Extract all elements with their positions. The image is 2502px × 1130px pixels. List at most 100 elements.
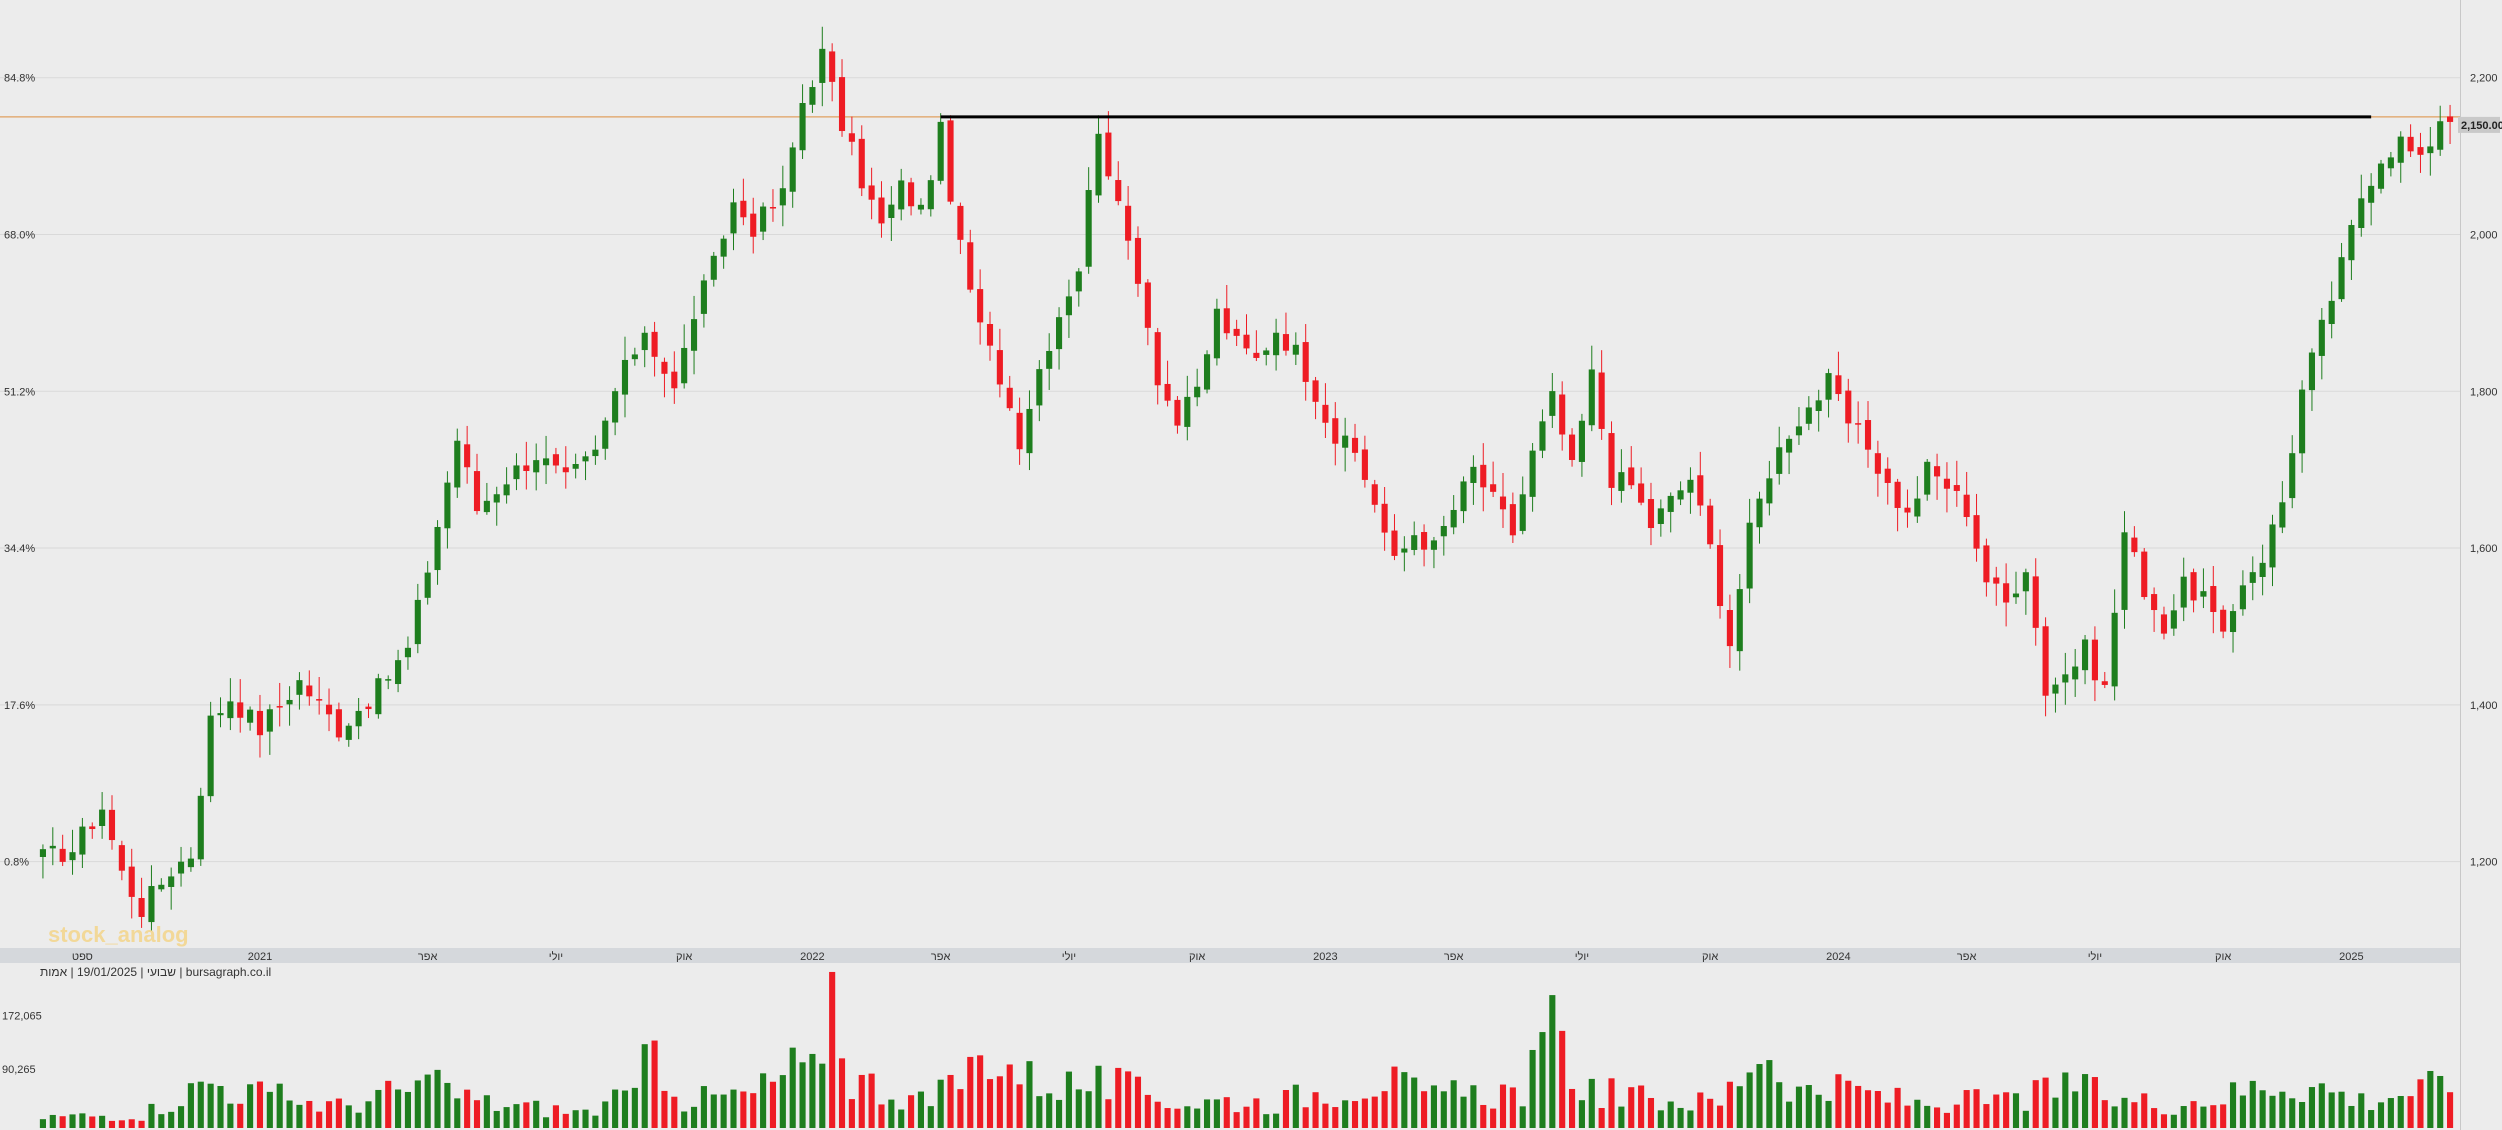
candle-body [1509, 504, 1516, 536]
candle-body [1065, 296, 1072, 316]
candle-body [1815, 400, 1822, 411]
candle-body [1016, 412, 1023, 450]
volume-bar [158, 1114, 165, 1128]
candle-body [1351, 437, 1359, 453]
volume-bar [2052, 1097, 2059, 1128]
volume-bar [1578, 1100, 1585, 1128]
candle-body [1263, 350, 1270, 355]
volume-bar [1618, 1106, 1625, 1128]
candle-body [582, 456, 589, 462]
volume-bar [2447, 1092, 2454, 1128]
right-axis-border [2460, 0, 2461, 1130]
percent-tick-label: 51.2% [4, 386, 35, 398]
volume-bar [1756, 1064, 1763, 1128]
volume-bar [2081, 1074, 2089, 1128]
candle-body [2072, 666, 2079, 680]
volume-bar [2200, 1106, 2207, 1128]
volume-bar [1963, 1090, 1970, 1128]
volume-bar [1243, 1106, 1250, 1128]
candle-body [276, 706, 283, 708]
percent-tick-label: 84.8% [4, 73, 35, 85]
volume-bar [2377, 1102, 2385, 1128]
volume-bar [1125, 1071, 1132, 1128]
candle-body [1006, 387, 1013, 409]
volume-bar [779, 1075, 786, 1128]
price-grid [0, 77, 2460, 863]
candle-body [986, 324, 994, 346]
volume-bar [197, 1081, 204, 1128]
volume-bar [306, 1100, 313, 1128]
volume-bar [2170, 1114, 2177, 1128]
volume-bar [1460, 1096, 1467, 1128]
candle-body [513, 465, 520, 480]
volume-bar [99, 1115, 106, 1128]
candle-body [789, 147, 796, 192]
volume-bar [2042, 1077, 2049, 1128]
candle-body [1568, 434, 1576, 461]
volume-bar [2210, 1105, 2217, 1128]
volume-bar [1726, 1081, 1733, 1128]
volume-bar [1351, 1101, 1359, 1128]
candle-body [543, 458, 550, 466]
candle-body [779, 188, 786, 206]
volume-bar [483, 1095, 490, 1128]
candle-body [2151, 594, 2158, 611]
volume-bar [237, 1103, 244, 1128]
candle-body [39, 849, 46, 857]
volume-bar [1095, 1065, 1102, 1128]
volume-bar [750, 1093, 757, 1128]
candle-body [710, 255, 717, 280]
last-price-badge-bg [2458, 116, 2500, 133]
candle-body [2180, 576, 2187, 608]
volume-bar [730, 1089, 737, 1128]
volume-bar [49, 1114, 56, 1128]
volume-bar [316, 1111, 323, 1128]
time-tick-label: 2022 [800, 951, 824, 963]
volume-bar [1914, 1099, 1921, 1128]
candle-body [2397, 136, 2404, 163]
volume-bar [917, 1091, 925, 1128]
candle-body [138, 898, 145, 917]
candle-body [957, 205, 964, 240]
candle-body [760, 206, 767, 232]
volume-bar [562, 1113, 569, 1128]
candle-body [493, 494, 500, 503]
volume-bar [1795, 1086, 1803, 1128]
candle-body [848, 133, 855, 142]
time-tick-label: יולי [1062, 950, 1076, 963]
candle-body [2062, 674, 2069, 683]
volume-bar [592, 1115, 599, 1128]
volume-bar [424, 1074, 431, 1128]
volume-bar [582, 1109, 589, 1128]
candle-body [355, 710, 362, 727]
volume-bar [789, 1047, 796, 1128]
volume-bar [1983, 1104, 1990, 1128]
volume-bar [1184, 1106, 1191, 1128]
candle-body [1756, 498, 1763, 528]
volume-bar [1904, 1105, 1911, 1128]
volume-bar [1292, 1084, 1299, 1128]
price-tick-label: 1,200 [2470, 857, 2498, 869]
percent-tick-label: 17.6% [4, 700, 35, 712]
time-tick-label: ספט [72, 951, 93, 963]
candle-body [1480, 464, 1487, 488]
volume-bar [325, 1101, 333, 1128]
time-tick-label: אוק [2215, 951, 2231, 963]
candle-body [690, 319, 698, 351]
candle-body [1184, 396, 1191, 427]
time-tick-label: אוק [1189, 951, 1205, 963]
candle-body [1095, 133, 1102, 196]
volume-bar [1065, 1071, 1072, 1128]
volume-bar [1943, 1112, 1950, 1128]
candle-body [1608, 433, 1615, 488]
candle-body [158, 884, 165, 890]
candle-body [1845, 390, 1852, 424]
volume-bar [986, 1079, 994, 1128]
candle-body [838, 77, 846, 132]
price-tick-label: 2,200 [2470, 73, 2498, 85]
candle-body [2289, 453, 2296, 499]
volume-bar [533, 1100, 540, 1128]
candle-body [434, 526, 441, 571]
candle-body [681, 347, 688, 384]
candle-body [1361, 449, 1368, 480]
